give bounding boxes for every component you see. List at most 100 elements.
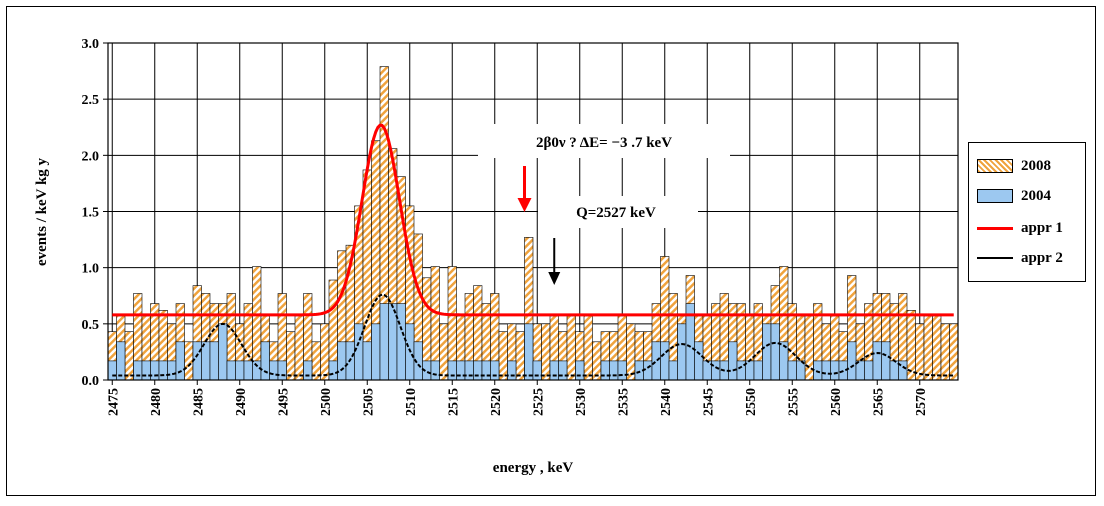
bar-2004 (473, 360, 483, 381)
axes: 0.0 0.5 1.0 1.5 2.0 2.5 3.0 2475 2480 2485 2490 249… (82, 37, 959, 416)
bar-2004 (549, 360, 559, 381)
bar-2008 (932, 315, 942, 381)
bar-2004 (677, 323, 687, 381)
legend-label-2008: 2008 (1021, 157, 1051, 174)
bar-2008 (439, 323, 449, 381)
bar-2004 (711, 360, 721, 381)
bar-2008 (940, 323, 950, 381)
bar-2004 (277, 360, 287, 381)
fit-lines (112, 123, 954, 377)
legend-line-appr1 (977, 221, 1013, 235)
bar-2004 (728, 341, 738, 381)
bar-2004 (260, 341, 270, 381)
annotation-2-text: Q=2527 keV (576, 205, 656, 221)
bar-2004 (133, 360, 143, 381)
bar-2004 (456, 360, 466, 381)
bar-2004 (447, 360, 457, 381)
annotation-2-arrowhead (548, 272, 561, 285)
bar-2004 (243, 360, 253, 381)
bar-2004 (617, 360, 627, 381)
legend-line-appr2 (977, 251, 1013, 265)
x-tick-label: 2480 (149, 388, 164, 416)
x-tick-label: 2520 (489, 388, 504, 416)
bar-2004 (371, 323, 381, 381)
bar-2008 (566, 315, 576, 381)
bar-2004 (702, 360, 712, 381)
bar-2004 (481, 360, 491, 381)
x-tick-label: 2475 (106, 388, 121, 416)
x-tick-label: 2570 (914, 388, 929, 416)
legend-item-2008: 2008 (977, 155, 1051, 177)
bar-2004 (821, 360, 831, 381)
bar-2004 (218, 323, 228, 381)
bar-2008 (311, 341, 321, 381)
bar-2004 (779, 341, 789, 381)
bar-2004 (167, 360, 177, 381)
y-tick-label: 0.5 (82, 318, 100, 333)
x-tick-label: 2555 (786, 388, 801, 416)
annotation-1-arrowhead (517, 198, 532, 212)
y-tick-label: 2.0 (82, 149, 100, 164)
bar-2004 (660, 341, 670, 381)
bar-2004 (175, 341, 185, 381)
legend-swatch-2004 (977, 189, 1013, 203)
bar-2004 (694, 341, 704, 381)
bar-2008 (804, 315, 814, 381)
bar-2004 (141, 360, 151, 381)
legend-label-appr2: appr 2 (1021, 249, 1063, 266)
bar-2004 (813, 360, 823, 381)
y-tick-label: 2.5 (82, 93, 100, 108)
bar-2004 (575, 360, 585, 381)
bar-2004 (388, 303, 398, 381)
bar-2004 (116, 341, 126, 381)
x-tick-label: 2565 (871, 388, 886, 416)
chart-frame (6, 6, 1096, 496)
bar-2004 (830, 360, 840, 381)
bar-2004 (753, 360, 763, 381)
x-tick-label: 2485 (191, 388, 206, 416)
y-tick-label: 1.0 (82, 262, 100, 277)
bar-2004 (158, 360, 168, 381)
bar-2004 (507, 360, 517, 381)
x-tick-label: 2490 (234, 388, 249, 416)
bar-2008 (923, 315, 933, 381)
x-tick-label: 2495 (276, 388, 291, 416)
bar-2008 (915, 323, 925, 381)
bar-2004 (668, 360, 678, 381)
bar-2008 (294, 315, 304, 381)
x-tick-label: 2530 (574, 388, 589, 416)
bar-2004 (770, 323, 780, 381)
bar-2008 (541, 323, 551, 381)
legend-item-appr2: appr 2 (977, 247, 1063, 269)
legend: 2008 2004 appr 1 appr 2 (968, 142, 1086, 282)
y-axis-title: events / keV kg y (34, 157, 50, 266)
bar-2008 (626, 323, 636, 381)
x-tick-label: 2535 (616, 388, 631, 416)
bar-2004 (328, 360, 338, 381)
bar-2004 (235, 360, 245, 381)
legend-item-2004: 2004 (977, 185, 1051, 207)
annotations: 2β0ν ? ΔE= −3 .7 keV Q=2527 keV (478, 124, 730, 285)
bar-2004 (303, 360, 313, 381)
bar-2004 (107, 360, 117, 381)
bar-2008 (320, 323, 330, 381)
bar-2004 (430, 360, 440, 381)
x-axis-title: energy , keV (493, 460, 574, 476)
bar-2004 (872, 341, 882, 381)
x-tick-label: 2515 (446, 388, 461, 416)
bar-2004 (532, 360, 542, 381)
y-tick-label: 0.0 (82, 374, 100, 389)
bar-2008 (592, 341, 602, 381)
bar-2004 (337, 341, 347, 381)
bar-2008 (498, 331, 508, 381)
x-tick-label: 2505 (361, 388, 376, 416)
legend-swatch-2008 (977, 159, 1013, 173)
bar-2004 (396, 303, 406, 381)
x-tick-label: 2540 (659, 388, 674, 416)
bar-2008 (286, 331, 296, 381)
x-tick-label: 2550 (744, 388, 759, 416)
bar-2004 (787, 360, 797, 381)
bar-2004 (209, 341, 219, 381)
bar-2004 (558, 360, 568, 381)
